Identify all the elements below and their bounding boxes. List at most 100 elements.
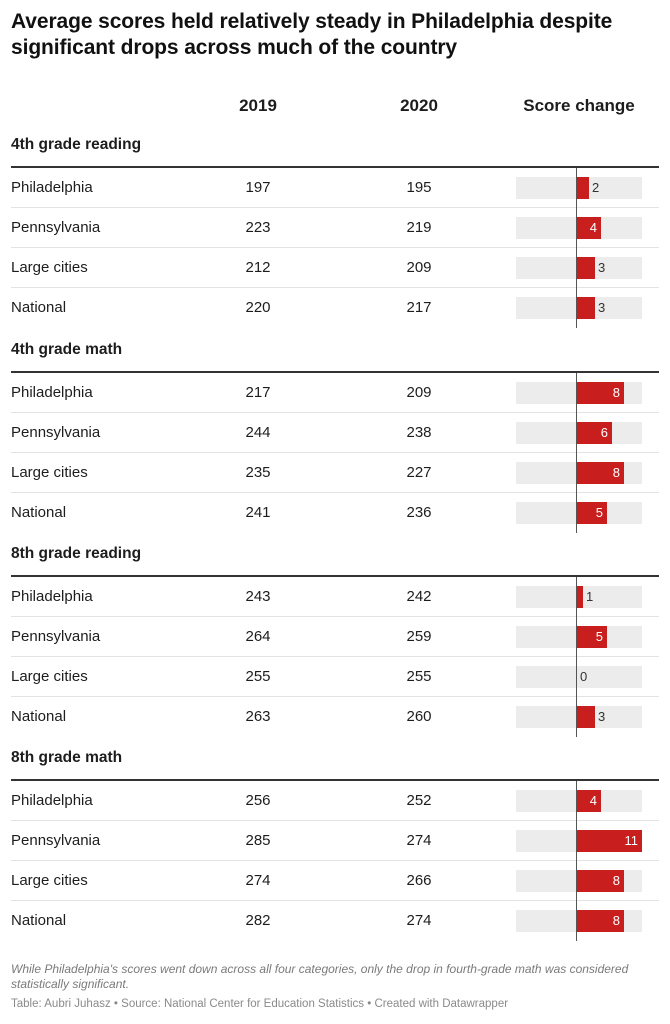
row-label: Pennsylvania	[11, 219, 101, 236]
score-change-value: 3	[598, 260, 606, 275]
score-change-bar	[577, 422, 612, 444]
row-label: Large cities	[11, 464, 88, 481]
score-2019: 274	[245, 872, 271, 889]
table-row[interactable]: Philadelphia 197 195 2	[0, 168, 670, 208]
score-2019: 197	[245, 179, 271, 196]
score-2019: 235	[245, 464, 271, 481]
score-change-value: 8	[612, 913, 620, 928]
row-divider	[11, 820, 659, 821]
section-title: 4th grade reading	[11, 136, 142, 153]
score-2020: 238	[406, 424, 432, 441]
row-label: Large cities	[11, 259, 88, 276]
row-label: Pennsylvania	[11, 832, 101, 849]
score-change-bar	[577, 586, 583, 608]
score-2019: 243	[245, 588, 271, 605]
score-change-bar	[577, 910, 624, 932]
table-row[interactable]: National 282 274 8	[0, 901, 670, 941]
section-rule	[11, 575, 659, 577]
score-change-bar-background	[516, 666, 642, 688]
table-row[interactable]: National 220 217 3	[0, 288, 670, 328]
table-row[interactable]: Philadelphia 256 252 4	[0, 781, 670, 821]
row-divider	[11, 616, 659, 617]
score-2019: 255	[245, 668, 271, 685]
score-2020: 217	[406, 299, 432, 316]
zero-baseline	[576, 781, 577, 941]
row-divider	[11, 287, 659, 288]
chart-footer: Table: Aubri Juhasz • Source: National C…	[11, 998, 509, 1010]
score-2020: 236	[406, 504, 432, 521]
table-row[interactable]: Large cities 274 266 8	[0, 861, 670, 901]
score-2020: 266	[406, 872, 432, 889]
section-rule	[11, 371, 659, 373]
score-change-value: 2	[592, 180, 600, 195]
score-2020: 209	[406, 259, 432, 276]
score-change-bar	[577, 257, 595, 279]
zero-baseline	[576, 577, 577, 737]
row-label: National	[11, 912, 67, 929]
row-divider	[11, 656, 659, 657]
score-change-bar	[577, 502, 607, 524]
score-2019: 264	[245, 628, 271, 645]
section-rule	[11, 166, 659, 168]
score-change-bar	[577, 790, 601, 812]
table-row[interactable]: Large cities 212 209 3	[0, 248, 670, 288]
chart-title: Average scores held relatively steady in…	[11, 10, 613, 59]
section-title: 8th grade reading	[11, 545, 142, 562]
table-row[interactable]: Large cities 255 255 0	[0, 657, 670, 697]
score-2019: 244	[245, 424, 271, 441]
row-divider	[11, 247, 659, 248]
row-label: National	[11, 504, 67, 521]
score-change-value: 8	[612, 873, 620, 888]
chart-notes: While Philadelphia's scores went down ac…	[11, 962, 629, 991]
score-2020: 242	[406, 588, 432, 605]
row-divider	[11, 696, 659, 697]
score-change-value: 4	[589, 220, 597, 235]
score-2020: 255	[406, 668, 432, 685]
zero-baseline	[576, 168, 577, 328]
score-2020: 252	[406, 792, 432, 809]
row-label: Philadelphia	[11, 384, 93, 401]
row-label: Philadelphia	[11, 792, 93, 809]
score-change-value: 0	[580, 669, 588, 684]
row-label: Pennsylvania	[11, 628, 101, 645]
score-2020: 260	[406, 708, 432, 725]
column-header-2020[interactable]: 2020	[400, 96, 438, 115]
score-2020: 259	[406, 628, 432, 645]
column-header-2019[interactable]: 2019	[239, 96, 277, 115]
table-row[interactable]: Pennsylvania 244 238 6	[0, 413, 670, 453]
score-2020: 274	[406, 912, 432, 929]
section-title: 8th grade math	[11, 749, 123, 766]
score-change-bar	[577, 830, 642, 852]
score-change-bar	[577, 217, 601, 239]
score-2019: 212	[245, 259, 271, 276]
score-change-bar	[577, 870, 624, 892]
table-row[interactable]: Philadelphia 217 209 8	[0, 373, 670, 413]
column-header-score-change[interactable]: Score change	[523, 96, 635, 115]
score-2020: 227	[406, 464, 432, 481]
table-row[interactable]: Large cities 235 227 8	[0, 453, 670, 493]
score-2019: 256	[245, 792, 271, 809]
row-divider	[11, 452, 659, 453]
score-change-value: 4	[589, 793, 597, 808]
score-2019: 217	[245, 384, 271, 401]
score-change-value: 8	[612, 385, 620, 400]
score-2019: 285	[245, 832, 271, 849]
score-change-value: 3	[598, 300, 606, 315]
table-row[interactable]: Philadelphia 243 242 1	[0, 577, 670, 617]
score-2020: 209	[406, 384, 432, 401]
table-row[interactable]: Pennsylvania 285 274 11	[0, 821, 670, 861]
row-divider	[11, 900, 659, 901]
table-row[interactable]: National 241 236 5	[0, 493, 670, 533]
row-divider	[11, 207, 659, 208]
score-change-value: 5	[595, 629, 603, 644]
row-label: Large cities	[11, 668, 88, 685]
score-change-value: 3	[598, 709, 606, 724]
score-change-value: 5	[595, 505, 603, 520]
table-row[interactable]: Pennsylvania 264 259 5	[0, 617, 670, 657]
row-label: Philadelphia	[11, 179, 93, 196]
table-row[interactable]: Pennsylvania 223 219 4	[0, 208, 670, 248]
section-rule	[11, 779, 659, 781]
table-row[interactable]: National 263 260 3	[0, 697, 670, 737]
score-change-value: 1	[586, 589, 594, 604]
